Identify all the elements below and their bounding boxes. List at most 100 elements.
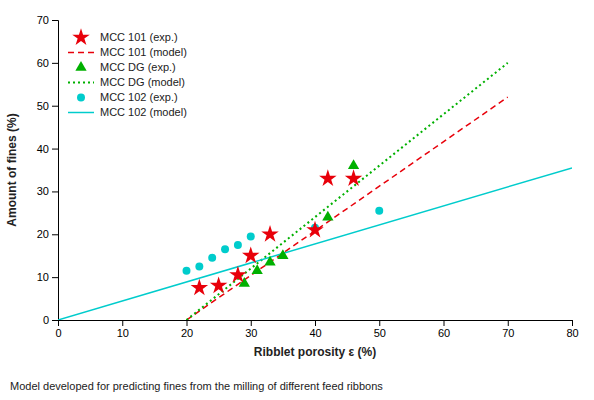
tick: 60 bbox=[438, 320, 450, 339]
legend-swatch bbox=[68, 52, 94, 54]
tick-label: 30 bbox=[245, 327, 257, 339]
tick: 40 bbox=[37, 143, 58, 155]
tick-mark bbox=[572, 320, 573, 326]
data-point bbox=[306, 221, 323, 238]
chart-container: 0 10 20 30 40 50 60 70 80 0 10 20 30 40 50 60 70 Ribblet … bbox=[0, 0, 594, 400]
tick-label: 50 bbox=[37, 100, 49, 112]
tick-label: 50 bbox=[374, 327, 386, 339]
tick: 10 bbox=[117, 320, 129, 339]
tick-mark bbox=[52, 149, 58, 150]
legend-swatch bbox=[68, 82, 94, 84]
model-line bbox=[187, 63, 508, 320]
y-axis-label: Amount of fines (%) bbox=[5, 113, 19, 226]
legend-item: MCC 102 (model) bbox=[68, 106, 187, 118]
axis-domain bbox=[59, 321, 573, 327]
data-point bbox=[221, 245, 229, 253]
tick-mark bbox=[52, 106, 58, 107]
legend-item: MCC DG (exp.) bbox=[75, 61, 175, 73]
tick-label: 30 bbox=[37, 185, 49, 197]
data-point bbox=[322, 211, 333, 221]
legend-swatch bbox=[72, 28, 89, 45]
tick-mark bbox=[52, 63, 58, 64]
tick: 30 bbox=[245, 320, 257, 339]
tick-label: 80 bbox=[566, 327, 578, 339]
tick: 50 bbox=[37, 100, 58, 112]
data-point bbox=[277, 249, 288, 259]
data-point bbox=[234, 241, 242, 249]
tick-mark bbox=[52, 191, 58, 192]
legend-item: MCC 102 (exp.) bbox=[77, 91, 178, 103]
tick-mark bbox=[315, 320, 316, 326]
data-point bbox=[191, 279, 208, 296]
tick-label: 0 bbox=[43, 314, 49, 326]
model-line bbox=[187, 97, 508, 320]
x-axis: 0 10 20 30 40 50 60 70 80 bbox=[55, 320, 578, 339]
data-point bbox=[348, 159, 359, 169]
data-point bbox=[247, 232, 255, 240]
plot: 0 10 20 30 40 50 60 70 80 0 10 20 30 40 50 60 70 Ribblet … bbox=[5, 14, 579, 359]
tick-label: 20 bbox=[37, 228, 49, 240]
data-point bbox=[210, 277, 227, 294]
tick-mark bbox=[122, 320, 123, 326]
x-axis-label: Ribblet porosity ε (%) bbox=[254, 345, 376, 359]
tick: 80 bbox=[566, 320, 578, 339]
tick-label: 40 bbox=[37, 143, 49, 155]
tick: 70 bbox=[37, 14, 58, 26]
tick-mark bbox=[379, 320, 380, 326]
tick: 0 bbox=[55, 320, 61, 339]
tick-label: 10 bbox=[117, 327, 129, 339]
data-point bbox=[242, 247, 259, 264]
tick-label: 70 bbox=[37, 14, 49, 26]
tick-mark bbox=[251, 320, 252, 326]
data-point bbox=[319, 169, 336, 186]
marks bbox=[58, 63, 572, 320]
legend-swatch bbox=[75, 61, 86, 71]
tick-mark bbox=[444, 320, 445, 326]
tick: 0 bbox=[43, 314, 58, 326]
tick-mark bbox=[187, 320, 188, 326]
chart: 0 10 20 30 40 50 60 70 80 0 10 20 30 40 50 60 70 Ribblet … bbox=[0, 0, 594, 400]
tick: 30 bbox=[37, 185, 58, 197]
tick: 60 bbox=[37, 57, 58, 69]
y-axis: 0 10 20 30 40 50 60 70 bbox=[37, 14, 59, 326]
tick: 20 bbox=[181, 320, 193, 339]
legend-label: MCC 101 (exp.) bbox=[100, 31, 178, 43]
data-point bbox=[264, 256, 275, 266]
legend-item: MCC DG (model) bbox=[68, 76, 185, 88]
tick-label: 70 bbox=[502, 327, 514, 339]
tick-mark bbox=[508, 320, 509, 326]
tick-mark bbox=[52, 277, 58, 278]
tick-label: 60 bbox=[438, 327, 450, 339]
tick-mark bbox=[52, 234, 58, 235]
tick-label: 10 bbox=[37, 271, 49, 283]
data-point bbox=[345, 169, 362, 186]
legend-label: MCC DG (exp.) bbox=[100, 61, 176, 73]
legend: MCC 101 (exp.) MCC 101 (model) MCC DG (exp… bbox=[68, 28, 187, 118]
axis-domain bbox=[52, 21, 59, 321]
model-line bbox=[58, 168, 572, 320]
tick: 70 bbox=[502, 320, 514, 339]
legend-label: MCC 102 (model) bbox=[100, 106, 187, 118]
tick-mark bbox=[52, 320, 58, 321]
data-point bbox=[183, 267, 191, 275]
tick: 10 bbox=[37, 271, 58, 283]
data-point bbox=[195, 262, 203, 270]
data-point bbox=[229, 266, 246, 283]
data-point bbox=[375, 207, 383, 215]
data-point bbox=[252, 264, 263, 274]
caption: Model developed for predicting fines fro… bbox=[10, 380, 383, 392]
tick-label: 0 bbox=[55, 327, 61, 339]
legend-label: MCC 102 (exp.) bbox=[100, 91, 178, 103]
tick: 50 bbox=[374, 320, 386, 339]
tick: 20 bbox=[37, 228, 58, 240]
legend-label: MCC DG (model) bbox=[100, 76, 185, 88]
legend-swatch bbox=[68, 112, 94, 114]
legend-item: MCC 101 (exp.) bbox=[72, 28, 177, 45]
data-point bbox=[208, 254, 216, 262]
tick: 40 bbox=[309, 320, 321, 339]
tick-label: 20 bbox=[181, 327, 193, 339]
tick-label: 40 bbox=[309, 327, 321, 339]
legend-swatch bbox=[77, 94, 85, 102]
tick-label: 60 bbox=[37, 57, 49, 69]
legend-label: MCC 101 (model) bbox=[100, 46, 187, 58]
